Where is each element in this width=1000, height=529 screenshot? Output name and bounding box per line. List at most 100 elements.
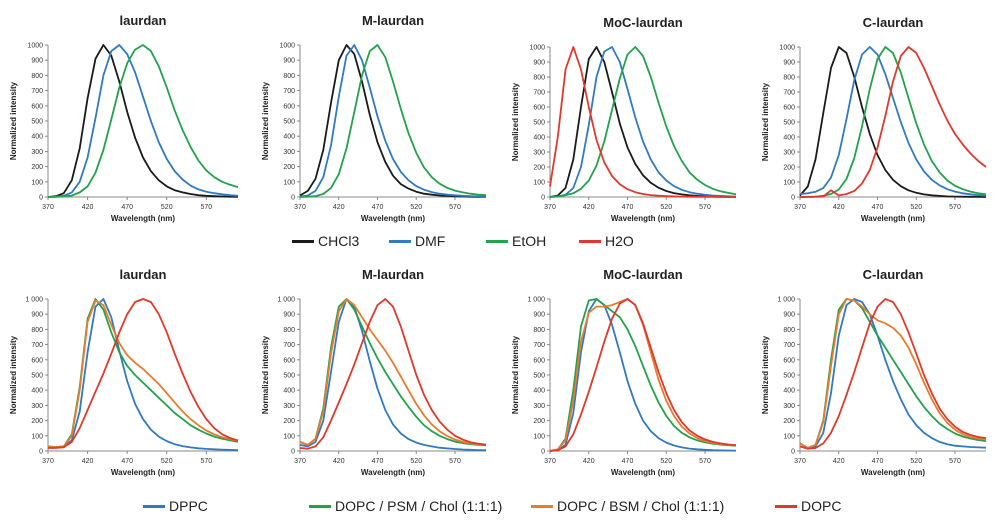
x-tick-label: 470	[872, 458, 884, 465]
y-axis-label: Normalized intensity	[761, 82, 770, 161]
y-tick-label: 500	[533, 373, 545, 380]
legend-label: CHCl3	[318, 233, 360, 249]
y-tick-label: 0	[791, 195, 795, 202]
y-tick-label: 700	[31, 88, 43, 95]
y-tick-label: 800	[533, 75, 545, 82]
y-tick-label: 800	[31, 73, 43, 80]
series-line-chcl3	[47, 44, 239, 198]
chart-panel-5: laurdan 0 100 200 300 400 500 600 700 800 900 1 000…	[9, 267, 239, 477]
y-tick-label: 700	[783, 90, 795, 97]
x-tick-label: 420	[333, 458, 345, 465]
y-tick-label: 500	[783, 120, 795, 127]
y-tick-label: 900	[31, 312, 43, 319]
y-tick-label: 500	[783, 373, 795, 380]
series-line-dopc	[299, 298, 487, 450]
y-tick-label: 500	[31, 373, 43, 380]
x-tick-label: 520	[660, 204, 672, 211]
y-tick-label: 800	[533, 327, 545, 334]
y-tick-label: 0	[541, 195, 545, 202]
legend-membranes: DPPC DOPC / PSM / Chol (1:1:1) DOPC / BSM …	[0, 498, 1000, 520]
y-tick-label: 900	[31, 58, 43, 65]
legend-label: DOPC / BSM / Chol (1:1:1)	[557, 498, 725, 514]
y-tick-label: 600	[31, 357, 43, 364]
x-axis-label: Wavelength (nm)	[361, 468, 425, 477]
series-line-etoh	[299, 44, 487, 198]
legend-item-h2o: H2O	[579, 233, 634, 249]
x-tick-label: 570	[699, 458, 711, 465]
x-tick-label: 420	[833, 204, 845, 211]
series-line-etoh	[549, 46, 737, 198]
y-tick-label: 700	[533, 90, 545, 97]
x-tick-label: 470	[372, 204, 384, 211]
y-tick-label: 100	[31, 433, 43, 440]
y-tick-label: 0	[39, 195, 43, 202]
y-tick-label: 1000	[529, 45, 545, 52]
legend-swatch	[389, 239, 411, 243]
series-line-dppc	[799, 298, 987, 449]
x-tick-label: 520	[161, 458, 173, 465]
legend-item-dopc: DOPC	[775, 498, 841, 514]
y-tick-label: 100	[31, 179, 43, 186]
x-tick-label: 570	[449, 458, 461, 465]
y-tick-label: 600	[783, 105, 795, 112]
y-tick-label: 0	[791, 449, 795, 456]
x-axis-label: Wavelength (nm)	[861, 214, 925, 223]
y-tick-label: 900	[783, 60, 795, 67]
y-tick-label: 0	[291, 449, 295, 456]
x-tick-label: 570	[949, 204, 961, 211]
x-tick-label: 520	[410, 458, 422, 465]
x-axis-label: Wavelength (nm)	[361, 214, 425, 223]
chart-title: laurdan	[120, 267, 167, 282]
x-axis-label: Wavelength (nm)	[111, 468, 175, 477]
y-axis-label: Normalized intensity	[511, 335, 520, 414]
y-tick-label: 400	[31, 388, 43, 395]
y-tick-label: 500	[283, 373, 295, 380]
y-tick-label: 100	[533, 433, 545, 440]
legend-solvents: CHCl3 DMF EtOH H2O	[0, 233, 1000, 255]
x-tick-label: 570	[699, 204, 711, 211]
y-tick-label: 1 000	[777, 297, 795, 304]
series-line-dopc-bsm-chol-1-1-1	[799, 298, 987, 449]
x-tick-label: 570	[949, 458, 961, 465]
y-tick-label: 300	[283, 403, 295, 410]
y-tick-label: 400	[533, 135, 545, 142]
y-tick-label: 300	[31, 149, 43, 156]
y-tick-label: 100	[533, 180, 545, 187]
x-tick-label: 420	[833, 458, 845, 465]
series-line-dopc-bsm-chol-1-1-1	[299, 298, 487, 446]
legend-item-dmf: DMF	[389, 233, 445, 249]
series-line-dmf	[47, 44, 239, 198]
y-tick-label: 300	[533, 403, 545, 410]
x-tick-label: 570	[449, 204, 461, 211]
y-tick-label: 300	[31, 403, 43, 410]
series-line-dopc-psm-chol-1-1-1	[299, 298, 487, 447]
y-tick-label: 200	[533, 165, 545, 172]
legend-item-dopc-psm-chol-1-1-1: DOPC / PSM / Chol (1:1:1)	[309, 498, 502, 514]
legend-label: DMF	[415, 233, 446, 249]
y-tick-label: 200	[283, 164, 295, 171]
x-tick-label: 470	[622, 204, 634, 211]
x-tick-label: 420	[82, 204, 94, 211]
legend-item-dopc-bsm-chol-1-1-1: DOPC / BSM / Chol (1:1:1)	[531, 498, 724, 514]
x-tick-label: 420	[583, 204, 595, 211]
y-tick-label: 100	[783, 180, 795, 187]
x-axis-label: Wavelength (nm)	[611, 468, 675, 477]
y-tick-label: 700	[31, 342, 43, 349]
y-tick-label: 400	[283, 388, 295, 395]
x-tick-label: 520	[161, 204, 173, 211]
y-tick-label: 600	[533, 357, 545, 364]
y-tick-label: 400	[31, 134, 43, 141]
y-tick-label: 0	[291, 195, 295, 202]
series-line-h2o	[549, 46, 736, 198]
series-line-dopc-bsm-chol-1-1-1	[47, 299, 239, 449]
x-tick-label: 520	[660, 458, 672, 465]
y-tick-label: 400	[283, 134, 295, 141]
chart-title: M-laurdan	[362, 13, 424, 28]
series-line-dopc	[48, 298, 239, 449]
y-tick-label: 800	[783, 327, 795, 334]
y-tick-label: 100	[283, 433, 295, 440]
legend-label: DOPC / PSM / Chol (1:1:1)	[335, 498, 503, 514]
y-tick-label: 700	[533, 342, 545, 349]
y-tick-label: 300	[783, 403, 795, 410]
y-tick-label: 200	[783, 165, 795, 172]
